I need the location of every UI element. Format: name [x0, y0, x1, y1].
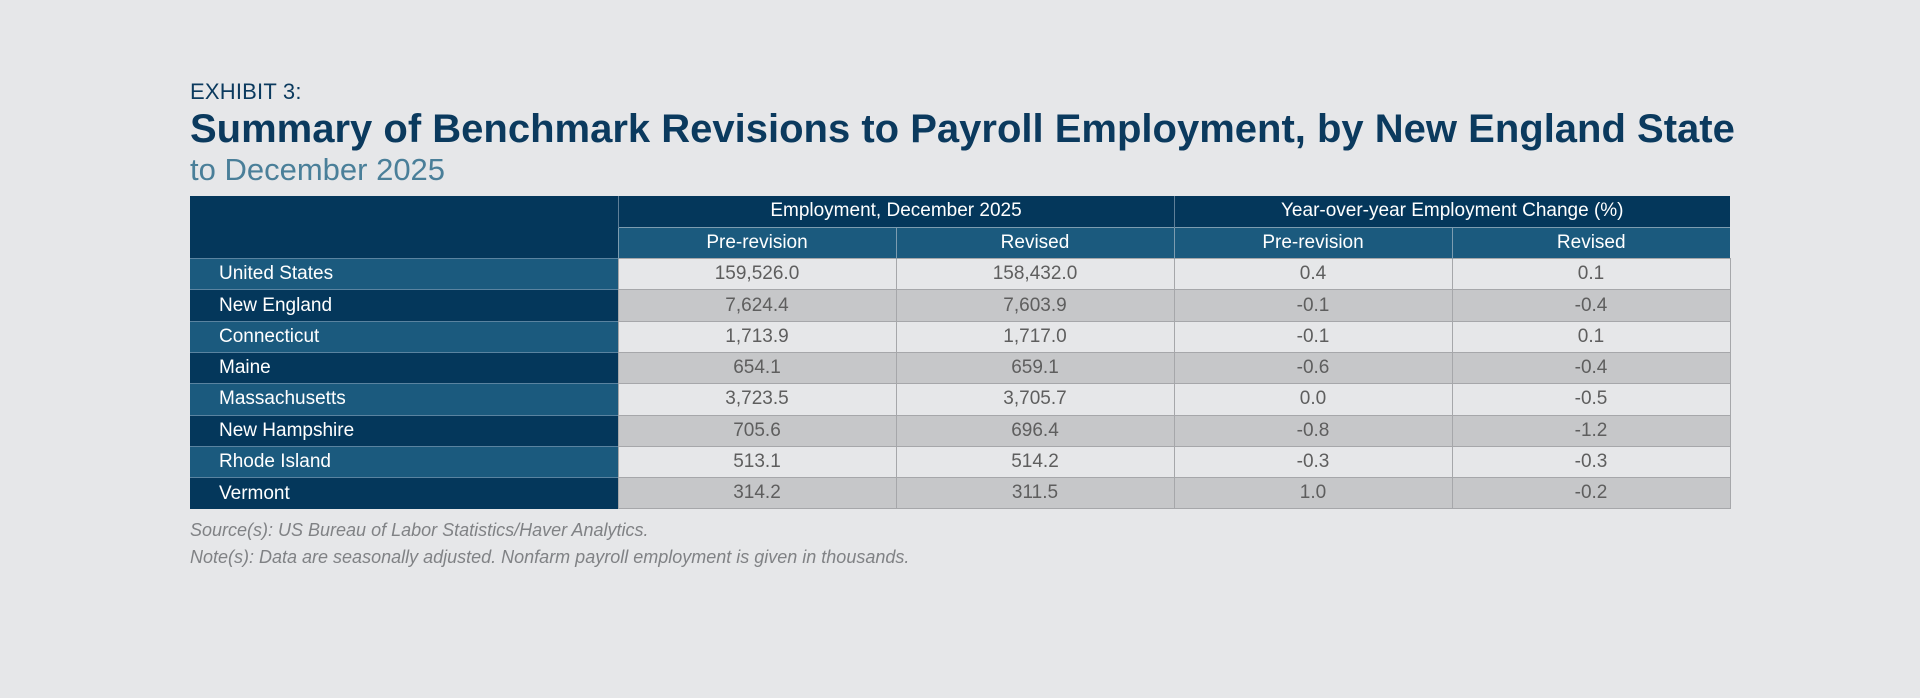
row-label: Massachusetts — [190, 383, 618, 416]
column-header: Pre-revision — [617, 226, 896, 259]
row-label: New England — [190, 289, 618, 322]
table-cell: -0.5 — [1451, 383, 1731, 416]
table-cell: -0.3 — [1451, 445, 1731, 479]
group-header-yoy-change: Year-over-year Employment Change (%) — [1173, 196, 1731, 228]
stub-header — [190, 196, 618, 228]
table-row: New Hampshire 705.6 696.4 -0.8 -1.2 — [190, 414, 1731, 447]
table-cell: 514.2 — [895, 445, 1175, 479]
table-row: New England 7,624.4 7,603.9 -0.1 -0.4 — [190, 289, 1731, 322]
table-row: Connecticut 1,713.9 1,717.0 -0.1 0.1 — [190, 320, 1731, 353]
table-cell: 7,624.4 — [617, 289, 897, 322]
table-cell: -0.2 — [1451, 477, 1731, 510]
table-cell: 1.0 — [1173, 477, 1453, 510]
row-label: Connecticut — [190, 320, 618, 353]
table-cell: 3,705.7 — [895, 383, 1175, 416]
table-cell: -1.2 — [1451, 414, 1731, 447]
stub-header-lower — [190, 227, 618, 259]
table-cell: -0.6 — [1173, 351, 1453, 385]
table-cell: -0.4 — [1451, 351, 1731, 385]
table-cell: 1,713.9 — [617, 320, 897, 353]
table-row: Rhode Island 513.1 514.2 -0.3 -0.3 — [190, 445, 1731, 479]
table-cell: 0.1 — [1451, 258, 1731, 291]
table-cell: 1,717.0 — [895, 320, 1175, 353]
row-label: United States — [190, 258, 618, 290]
row-label: Vermont — [190, 477, 618, 509]
table-cell: 159,526.0 — [617, 258, 897, 291]
page-title: Summary of Benchmark Revisions to Payrol… — [190, 107, 1735, 151]
data-table: Employment, December 2025 Year-over-year… — [190, 196, 1731, 510]
table-cell: -0.8 — [1173, 414, 1453, 447]
table-cell: 3,723.5 — [617, 383, 897, 416]
table-cell: 705.6 — [617, 414, 897, 447]
table-cell: 513.1 — [617, 445, 897, 479]
header-row-columns: Pre-revision Revised Pre-revision Revise… — [190, 226, 1731, 259]
table-row: Massachusetts 3,723.5 3,705.7 0.0 -0.5 — [190, 383, 1731, 416]
table-cell: 314.2 — [617, 477, 897, 510]
table-cell: -0.3 — [1173, 445, 1453, 479]
table-cell: -0.4 — [1451, 289, 1731, 322]
table-cell: 158,432.0 — [895, 258, 1175, 291]
exhibit-label: EXHIBIT 3: — [190, 79, 302, 104]
table-cell: 7,603.9 — [895, 289, 1175, 322]
table-cell: 654.1 — [617, 351, 897, 385]
source-note: Source(s): US Bureau of Labor Statistics… — [190, 520, 649, 541]
column-header: Revised — [1451, 226, 1731, 259]
table-row: Vermont 314.2 311.5 1.0 -0.2 — [190, 477, 1731, 510]
table-cell: 696.4 — [895, 414, 1175, 447]
table-cell: 659.1 — [895, 351, 1175, 385]
row-label: Maine — [190, 351, 618, 384]
table-row: Maine 654.1 659.1 -0.6 -0.4 — [190, 351, 1731, 385]
column-header: Pre-revision — [1173, 226, 1452, 259]
column-header: Revised — [895, 226, 1174, 259]
table-cell: 0.0 — [1173, 383, 1453, 416]
table-cell: 311.5 — [895, 477, 1175, 510]
row-label: Rhode Island — [190, 445, 618, 478]
group-header-employment: Employment, December 2025 — [617, 196, 1174, 228]
data-note: Note(s): Data are seasonally adjusted. N… — [190, 547, 910, 568]
table-cell: -0.1 — [1173, 289, 1453, 322]
header-row-groups: Employment, December 2025 Year-over-year… — [190, 196, 1731, 228]
table-cell: 0.4 — [1173, 258, 1453, 291]
footnotes: Source(s): US Bureau of Labor Statistics… — [190, 517, 1730, 571]
row-label: New Hampshire — [190, 414, 618, 447]
page-subtitle: to December 2025 — [190, 152, 446, 187]
exhibit-container: EXHIBIT 3: Summary of Benchmark Revision… — [190, 78, 1735, 571]
table-cell: 0.1 — [1451, 320, 1731, 353]
table-cell: -0.1 — [1173, 320, 1453, 353]
table-row: United States 159,526.0 158,432.0 0.4 0.… — [190, 258, 1731, 291]
